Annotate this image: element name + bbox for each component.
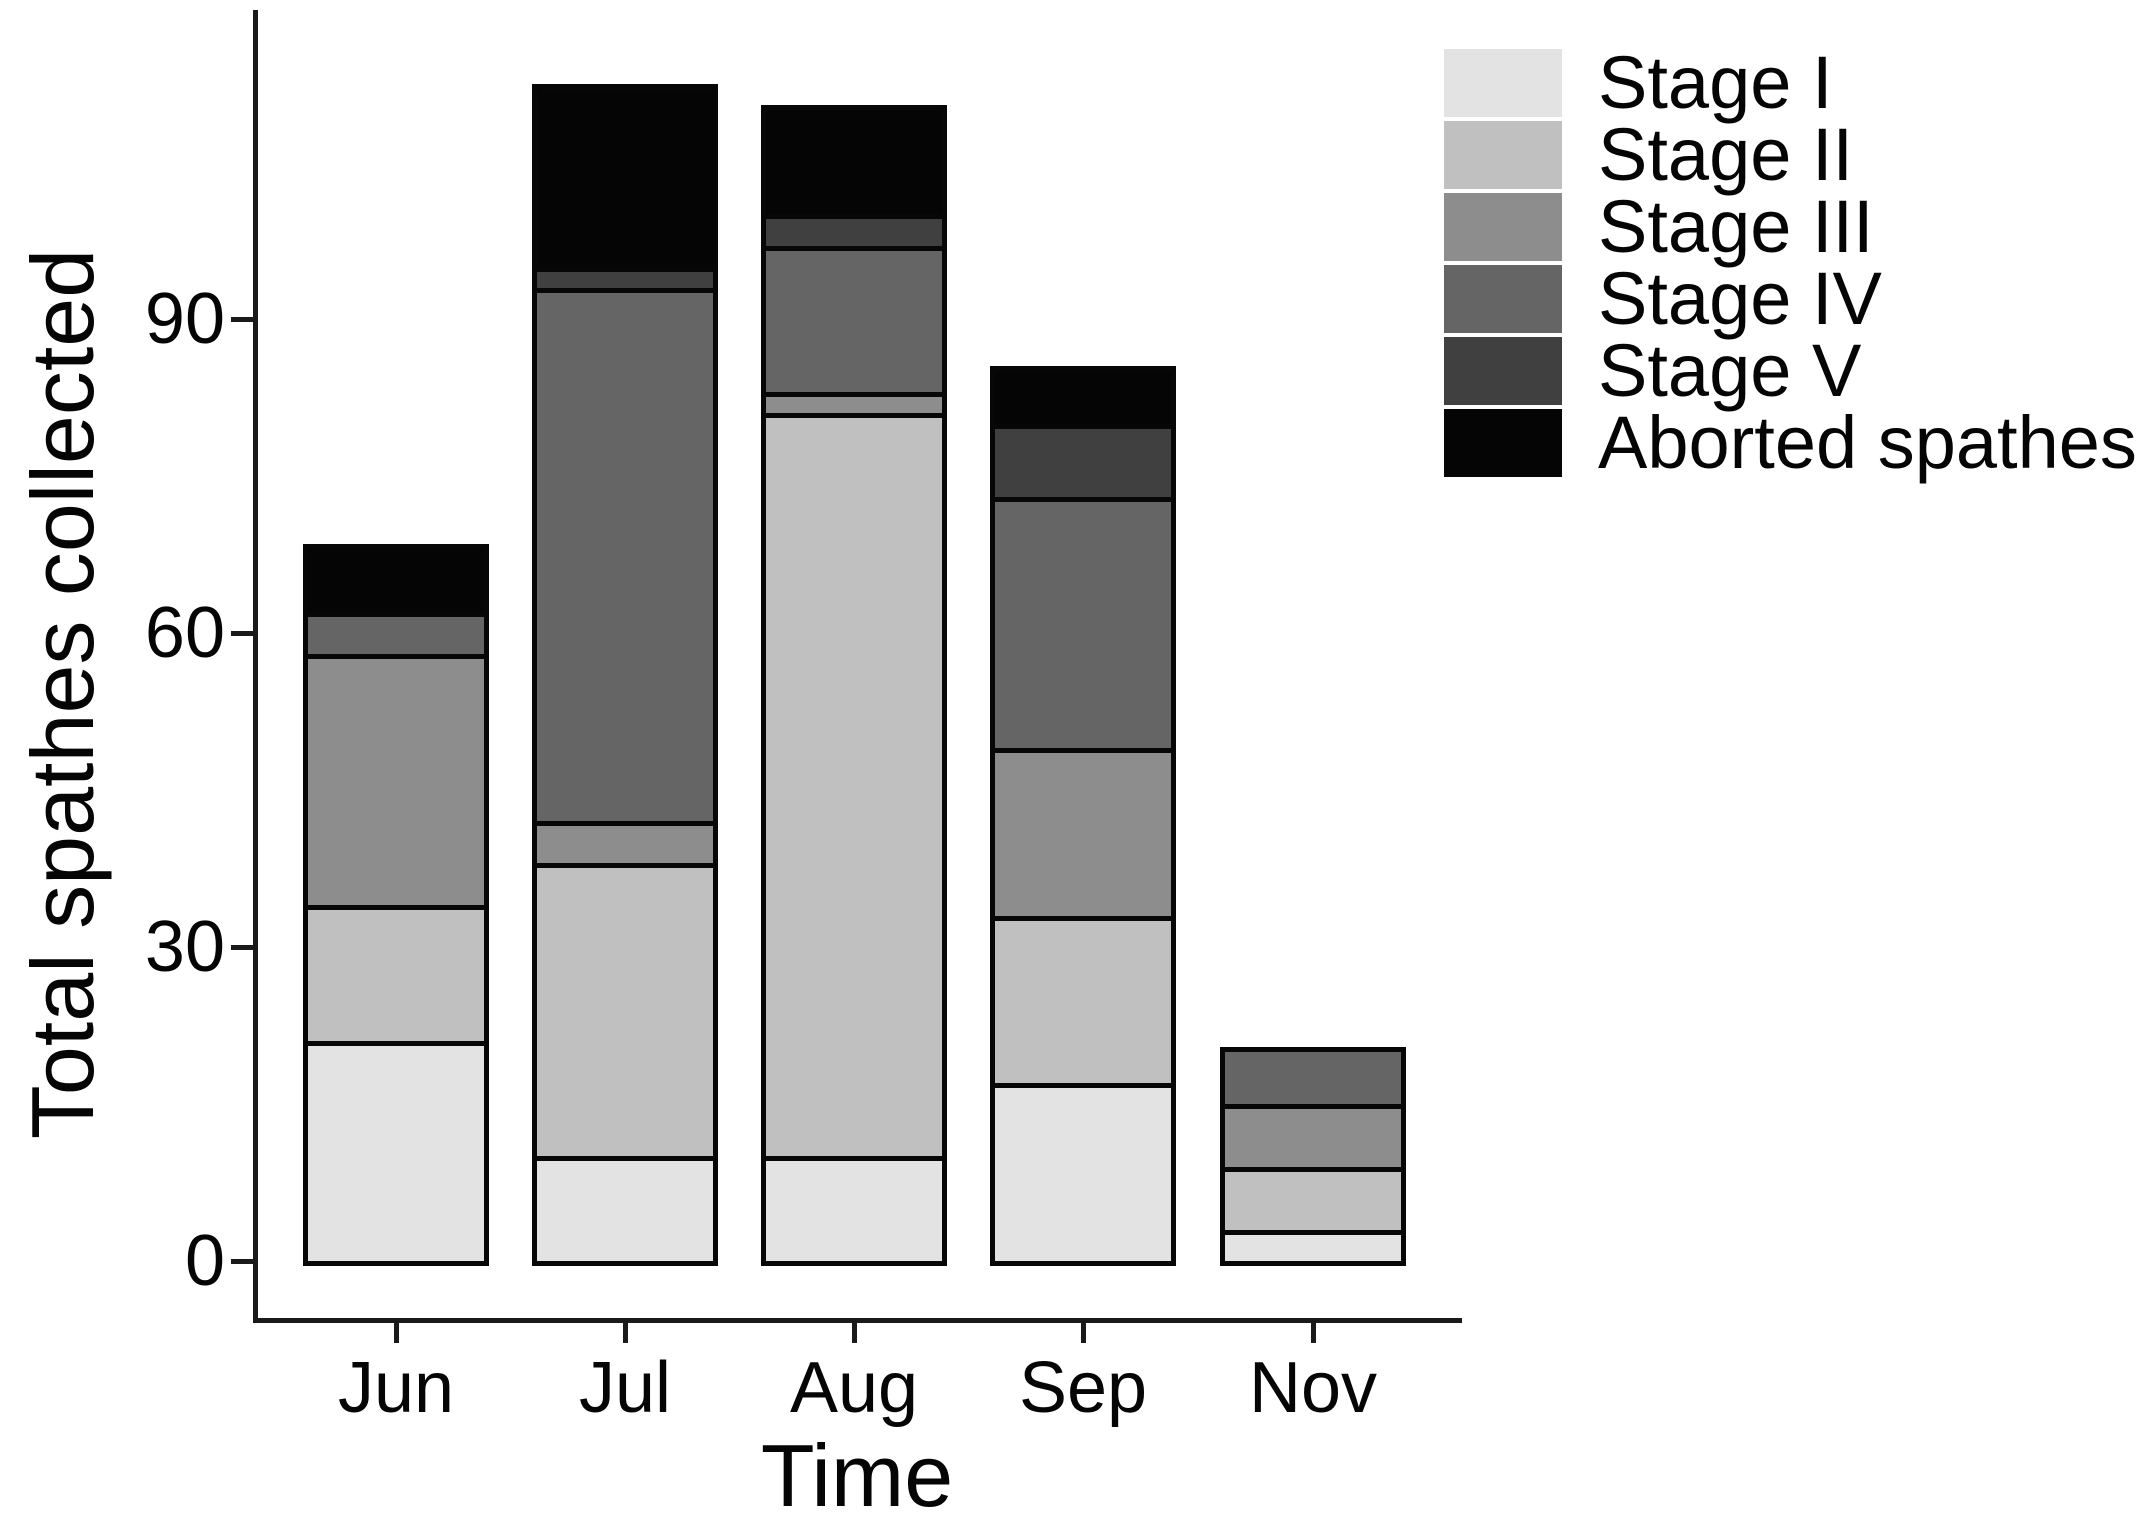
segment-stage-iii xyxy=(995,748,1171,916)
y-tick-label: 60 xyxy=(144,592,225,673)
x-tick-mark xyxy=(394,1323,399,1343)
segment-stage-iii xyxy=(1225,1104,1401,1167)
legend-label: Stage II xyxy=(1598,113,1854,196)
x-tick-mark xyxy=(1081,1323,1086,1343)
x-tick-label-nov: Nov xyxy=(1248,1348,1378,1428)
segment-stage-i xyxy=(766,1156,942,1261)
legend-swatch-stage-ii xyxy=(1444,121,1562,189)
legend-item-stage-iv: Stage IV xyxy=(1444,257,2137,340)
bar-jul xyxy=(532,83,718,1266)
legend-item-aborted-spathes: Aborted spathes xyxy=(1444,401,2137,484)
legend-swatch-stage-iv xyxy=(1444,265,1562,333)
segment-aborted-spathes xyxy=(537,88,713,267)
y-tick-label: 0 xyxy=(184,1221,225,1301)
segment-stage-iii xyxy=(308,653,484,906)
legend-label: Stage V xyxy=(1598,329,1862,412)
x-tick-mark xyxy=(1311,1323,1316,1343)
segment-stage-iv xyxy=(537,287,713,822)
legend-label: Stage I xyxy=(1598,41,1833,124)
y-tick-mark xyxy=(231,316,253,322)
segment-stage-ii xyxy=(766,413,942,1157)
y-tick-label: 90 xyxy=(144,278,225,359)
legend-label: Aborted spathes xyxy=(1598,401,2137,484)
y-tick-mark xyxy=(231,1259,253,1264)
segment-stage-i xyxy=(1225,1229,1401,1261)
segment-stage-ii xyxy=(308,905,484,1042)
legend-item-stage-iii: Stage III xyxy=(1444,185,2137,268)
legend-swatch-stage-iii xyxy=(1444,193,1562,261)
bar-sep xyxy=(990,366,1176,1266)
legend-item-stage-ii: Stage II xyxy=(1444,113,2137,196)
x-tick-label-sep: Sep xyxy=(1018,1348,1148,1428)
x-axis-line xyxy=(253,1318,1462,1323)
segment-stage-v xyxy=(995,423,1171,497)
bar-nov xyxy=(1220,1046,1406,1266)
segment-stage-i xyxy=(537,1156,713,1261)
y-tick-mark xyxy=(231,944,253,950)
segment-stage-iv xyxy=(1225,1051,1401,1104)
legend-swatch-aborted-spathes xyxy=(1444,409,1562,477)
x-axis-title: Time xyxy=(760,1426,954,1525)
segment-stage-ii xyxy=(537,863,713,1157)
legend-item-stage-i: Stage I xyxy=(1444,41,2137,124)
segment-stage-iii xyxy=(537,821,713,864)
y-axis-line xyxy=(253,10,258,1323)
legend-item-stage-v: Stage V xyxy=(1444,329,2137,412)
segment-aborted-spathes xyxy=(766,109,942,215)
legend-label: Stage IV xyxy=(1598,257,1882,340)
segment-stage-iii xyxy=(766,392,942,414)
bar-aug xyxy=(761,104,947,1266)
segment-stage-i xyxy=(308,1041,484,1261)
legend-swatch-stage-i xyxy=(1444,49,1562,117)
segment-stage-ii xyxy=(995,915,1171,1084)
segment-stage-iv xyxy=(995,496,1171,749)
segment-aborted-spathes xyxy=(995,371,1171,424)
x-tick-mark xyxy=(623,1323,628,1343)
segment-stage-iv xyxy=(766,245,942,393)
segment-stage-v xyxy=(766,214,942,246)
legend-label: Stage III xyxy=(1598,185,1874,268)
segment-stage-iv xyxy=(308,612,484,654)
segment-aborted-spathes xyxy=(308,549,484,613)
bar-jun xyxy=(303,544,489,1266)
x-tick-label-aug: Aug xyxy=(789,1348,919,1428)
segment-stage-v xyxy=(537,266,713,288)
x-tick-mark xyxy=(852,1323,857,1343)
legend-swatch-stage-v xyxy=(1444,337,1562,405)
x-tick-label-jun: Jun xyxy=(337,1348,455,1428)
y-tick-mark xyxy=(231,630,253,636)
segment-stage-i xyxy=(995,1083,1171,1261)
y-tick-label: 30 xyxy=(144,906,225,987)
x-tick-label-jul: Jul xyxy=(578,1348,672,1428)
segment-stage-ii xyxy=(1225,1166,1401,1230)
